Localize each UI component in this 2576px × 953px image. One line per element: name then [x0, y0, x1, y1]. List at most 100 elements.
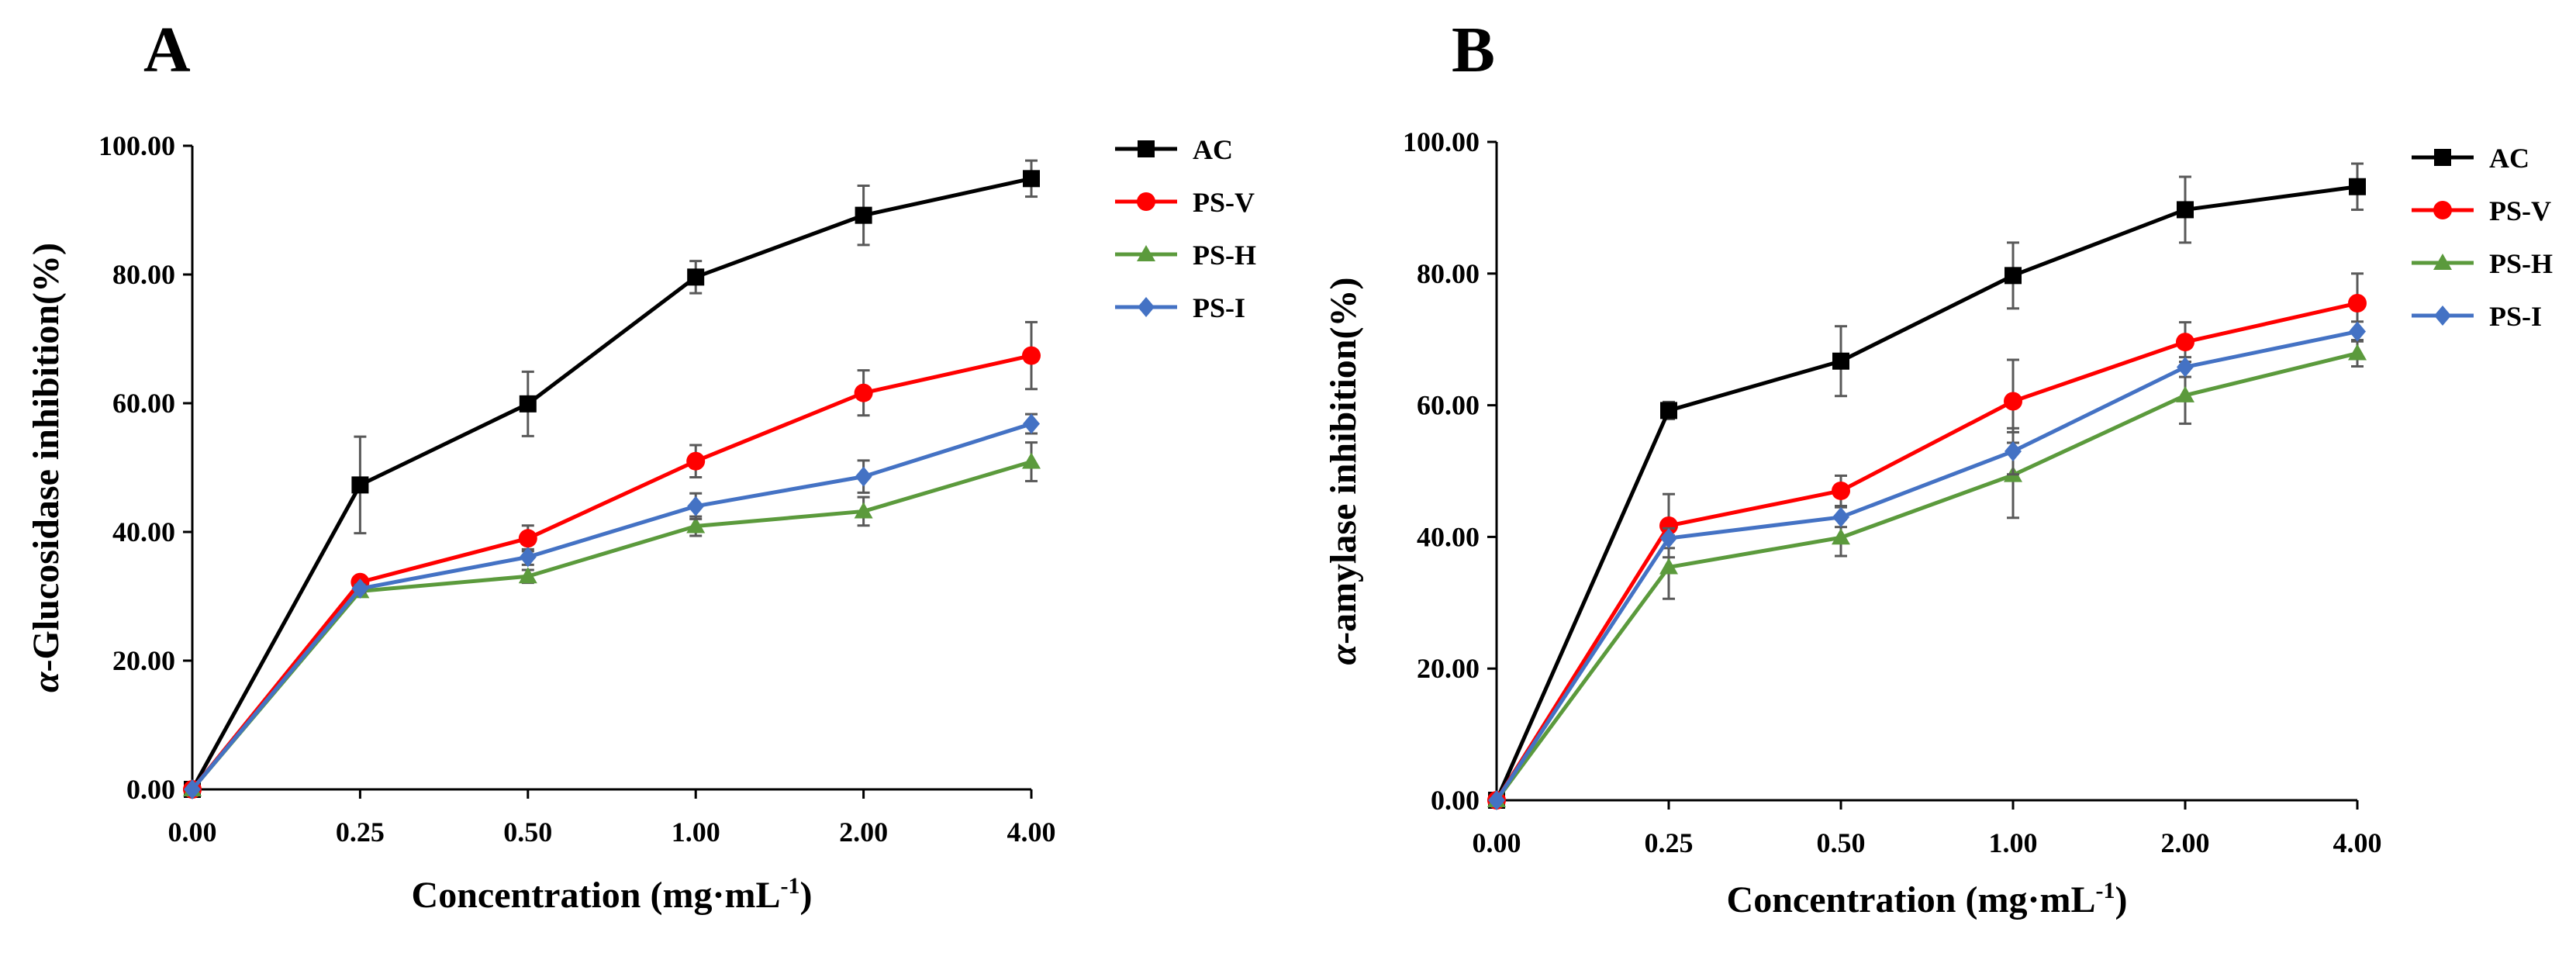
- y-tick-label: 0.00: [126, 774, 175, 805]
- series-ac: [1488, 162, 2366, 809]
- data-point: [1832, 528, 1850, 545]
- x-tick-label: 2.00: [2161, 827, 2210, 858]
- data-point: [2348, 344, 2367, 361]
- series-line: [1494, 185, 2358, 802]
- legend: AC PS-V PS-H PS-I: [2412, 143, 2553, 332]
- panel-letter: B: [1452, 14, 1495, 86]
- data-point: [855, 206, 872, 224]
- data-point: [2177, 201, 2194, 219]
- legend-item: PS-I: [1115, 292, 1245, 323]
- series-ps-i: [1488, 320, 2366, 810]
- data-point: [518, 567, 537, 584]
- series-line: [190, 176, 1032, 791]
- y-tick-label: 80.00: [112, 259, 175, 290]
- x-tick-label: 2.00: [839, 817, 888, 848]
- data-point: [2005, 441, 2022, 462]
- data-point: [2176, 385, 2194, 402]
- x-axis-title: Concentration (mg·mL-1): [412, 873, 813, 916]
- data-point: [2004, 392, 2022, 411]
- data-point: [1832, 352, 1849, 370]
- data-point: [687, 495, 705, 516]
- data-point: [1023, 170, 1040, 188]
- y-tick-label: 20.00: [1417, 653, 1480, 684]
- x-tick-label: 0.50: [1817, 827, 1866, 858]
- data-point: [1022, 346, 1041, 365]
- y-tick-label: 60.00: [1417, 390, 1480, 421]
- legend-label: PS-V: [2489, 195, 2551, 226]
- data-point: [1660, 528, 1677, 549]
- legend-item: PS-H: [1115, 240, 1256, 271]
- data-point: [1023, 413, 1040, 434]
- legend-marker: [1137, 192, 1155, 211]
- data-point: [686, 451, 706, 471]
- y-tick-label: 20.00: [112, 645, 175, 676]
- data-point: [2005, 267, 2022, 285]
- data-point: [1832, 481, 1850, 500]
- x-tick-label: 0.00: [168, 817, 217, 848]
- data-point: [854, 383, 873, 402]
- legend-item: PS-I: [2412, 301, 2542, 332]
- x-axis-title: Concentration (mg·mL-1): [1727, 878, 2128, 920]
- series-ps-v: [183, 320, 1041, 799]
- data-point: [1659, 516, 1678, 535]
- legend-marker: [1137, 245, 1155, 261]
- series-ac: [184, 159, 1040, 798]
- legend-marker: [1138, 297, 1155, 317]
- series-line: [191, 460, 1032, 791]
- legend-label: AC: [2489, 143, 2529, 174]
- legend-label: PS-H: [2489, 248, 2553, 279]
- x-tick-label: 4.00: [2333, 827, 2382, 858]
- chart-panel-a: 0.00 20.00 40.00 60.00 80.00 100.00 0.00 0.25 0.…: [26, 130, 1256, 916]
- data-point: [1488, 790, 1505, 810]
- legend-label: PS-I: [1193, 292, 1245, 323]
- legend-marker: [1138, 140, 1155, 157]
- data-point: [687, 268, 705, 286]
- series-line: [191, 422, 1032, 791]
- data-point: [1022, 452, 1041, 469]
- y-axis-title: α-Glucosidase inhibition(%): [26, 243, 67, 692]
- legend-item: AC: [1115, 134, 1233, 165]
- data-point: [686, 516, 706, 533]
- legend-item: PS-H: [2412, 248, 2553, 279]
- chart-panel-b: 0.00 20.00 40.00 60.00 80.00 100.00 0.00 0.25 0.…: [1323, 126, 2553, 920]
- legend-marker: [2433, 201, 2452, 219]
- series-line: [1494, 301, 2358, 802]
- x-tick-label: 0.25: [1645, 827, 1694, 858]
- series-line: [191, 354, 1032, 791]
- data-point: [519, 547, 537, 568]
- data-point: [2348, 294, 2367, 313]
- legend-item: AC: [2412, 143, 2529, 174]
- series-ps-h: [183, 441, 1041, 796]
- y-tick-label: 100.00: [1403, 126, 1480, 157]
- legend-label: PS-H: [1193, 240, 1256, 271]
- panel-letter: A: [143, 14, 191, 86]
- y-tick-label: 60.00: [112, 388, 175, 419]
- y-axis-title: α-amylase inhibition(%): [1323, 278, 1364, 665]
- data-point: [2176, 333, 2194, 352]
- legend-item: PS-V: [1115, 187, 1255, 218]
- x-tick-label: 0.25: [336, 817, 385, 848]
- data-point: [855, 466, 872, 487]
- data-point: [184, 779, 201, 799]
- data-point: [518, 529, 537, 548]
- data-point: [351, 578, 369, 599]
- legend-label: PS-V: [1193, 187, 1255, 218]
- data-point: [1660, 402, 1677, 420]
- data-point: [351, 476, 369, 494]
- legend-marker: [2433, 254, 2452, 270]
- data-point: [1659, 558, 1678, 575]
- x-tick-label: 0.50: [503, 817, 552, 848]
- x-tick-label: 0.00: [1473, 827, 1521, 858]
- series-line: [1494, 351, 2358, 802]
- y-tick-label: 100.00: [98, 130, 175, 161]
- legend-label: AC: [1193, 134, 1233, 165]
- data-point: [1832, 506, 1849, 527]
- x-tick-label: 1.00: [1989, 827, 2038, 858]
- legend-item: PS-V: [2412, 195, 2551, 226]
- legend-label: PS-I: [2489, 301, 2542, 332]
- data-point: [854, 502, 873, 519]
- legend-marker: [2434, 149, 2451, 166]
- series-ps-v: [1487, 272, 2367, 810]
- series-line: [1494, 330, 2358, 802]
